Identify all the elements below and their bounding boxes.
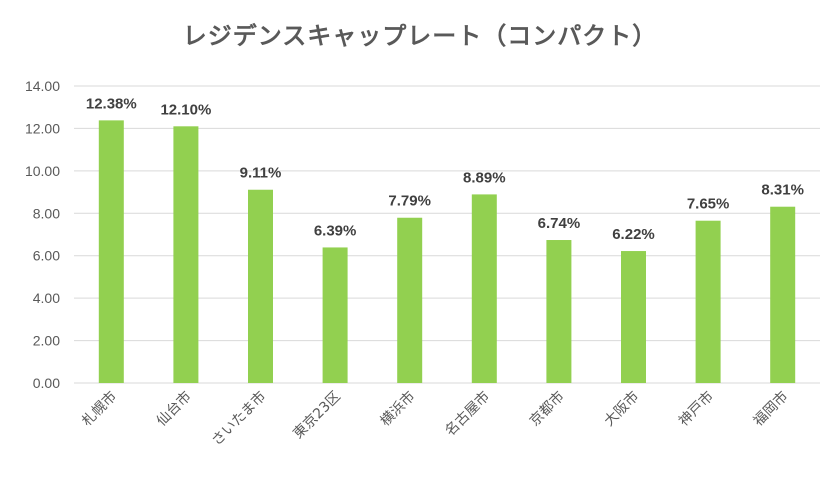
data-label: 6.39%	[314, 222, 357, 239]
chart-title: レジデンスキャップレート（コンパクト）	[182, 22, 658, 50]
y-tick-label: 12.00	[25, 120, 60, 136]
bar	[98, 120, 124, 384]
data-label: 9.11%	[240, 165, 282, 182]
bar	[695, 220, 721, 383]
x-category-label: 京都市	[526, 388, 568, 430]
x-category-label: 神戸市	[675, 388, 717, 430]
x-category-label: 大阪市	[601, 388, 643, 430]
data-label: 8.89%	[463, 169, 506, 186]
y-tick-label: 2.00	[33, 333, 60, 349]
data-label: 8.31%	[761, 182, 804, 199]
y-tick-label: 10.00	[25, 163, 60, 179]
x-category-label: 名古屋市	[442, 388, 494, 440]
x-category-label: 札幌市	[78, 388, 120, 430]
data-label: 12.10%	[160, 101, 211, 118]
x-category-label: 仙台市	[153, 388, 195, 430]
y-tick-label: 6.00	[33, 248, 60, 264]
data-label: 7.65%	[687, 196, 730, 213]
y-tick-label: 8.00	[33, 205, 60, 221]
data-label: 6.74%	[538, 215, 581, 232]
bar	[471, 194, 497, 383]
bar	[546, 240, 572, 383]
y-tick-label: 14.00	[25, 78, 60, 94]
bar	[248, 189, 273, 383]
bar	[397, 217, 423, 383]
data-label: 6.22%	[612, 226, 655, 243]
x-category-label: 横浜市	[377, 388, 419, 430]
data-label: 12.38%	[86, 95, 137, 112]
bar	[322, 247, 348, 383]
bar	[173, 126, 199, 384]
bar	[621, 251, 646, 383]
y-tick-label: 4.00	[33, 290, 60, 306]
x-category-label: 福岡市	[750, 388, 792, 430]
y-tick-label: 0.00	[33, 375, 60, 391]
data-label: 7.79%	[388, 193, 431, 210]
x-category-label: 東京23区	[290, 389, 344, 443]
x-category-label: さいたま市	[208, 388, 269, 449]
bar	[770, 206, 796, 383]
